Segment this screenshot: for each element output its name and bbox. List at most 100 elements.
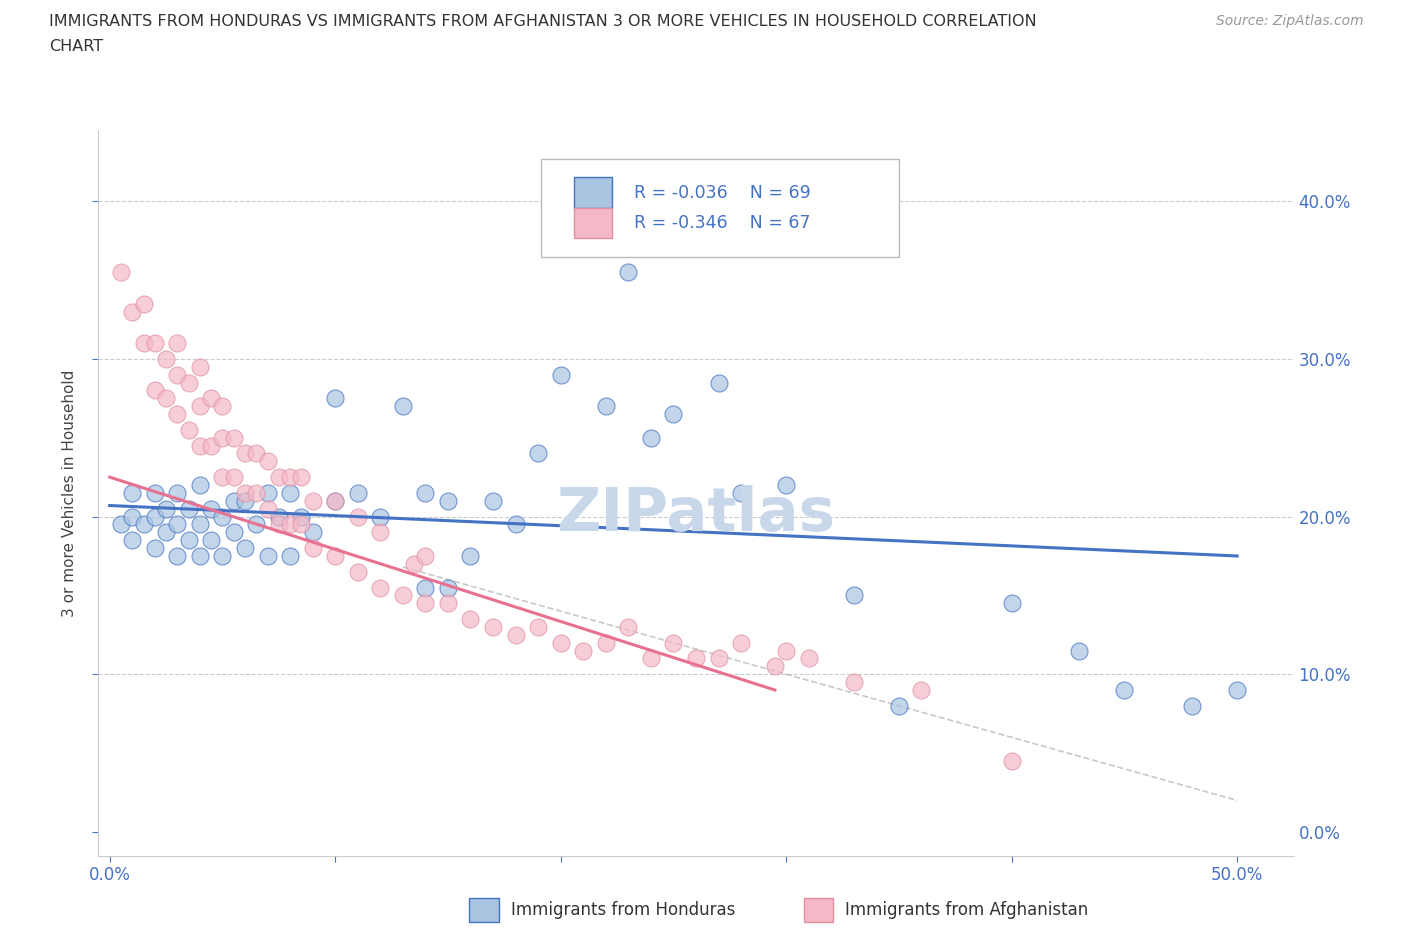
Point (155, 501, 177, 516)
Point (797, 651, 820, 666)
Point (245, 485, 267, 500)
Point (110, 265, 132, 280)
Point (1226, 683, 1249, 698)
Point (211, 549, 233, 564)
Point (482, 493, 505, 508)
Point (143, 383, 166, 398)
Point (323, 391, 346, 405)
Point (143, 540, 166, 555)
Point (121, 533, 143, 548)
Point (368, 509, 391, 524)
Point (505, 517, 527, 532)
Point (233, 540, 256, 555)
Point (685, 651, 707, 666)
Point (200, 391, 222, 405)
Point (437, 596, 460, 611)
Point (323, 493, 346, 508)
Point (707, 375, 730, 390)
Point (121, 485, 143, 500)
Point (346, 509, 368, 524)
Point (132, 297, 155, 312)
Point (177, 422, 200, 437)
Point (437, 493, 460, 508)
Point (256, 549, 278, 564)
Point (617, 619, 640, 634)
Point (211, 431, 233, 445)
Point (222, 431, 245, 445)
Point (368, 525, 391, 539)
Point (482, 619, 505, 634)
Point (233, 485, 256, 500)
Text: R = -0.036    N = 69: R = -0.036 N = 69 (634, 183, 811, 202)
Point (415, 580, 437, 595)
Point (256, 485, 278, 500)
Point (460, 612, 482, 627)
Point (177, 533, 200, 548)
Point (166, 406, 188, 421)
Point (640, 431, 662, 445)
Point (143, 336, 166, 351)
Point (595, 399, 617, 414)
Point (256, 501, 278, 516)
Point (222, 470, 245, 485)
Point (662, 635, 685, 650)
FancyBboxPatch shape (804, 898, 834, 922)
Point (392, 399, 415, 414)
Point (166, 485, 188, 500)
Point (346, 565, 368, 579)
Point (267, 517, 290, 532)
Point (267, 470, 290, 485)
Point (132, 517, 155, 532)
Point (200, 501, 222, 516)
Point (132, 336, 155, 351)
Point (177, 375, 200, 390)
Point (177, 501, 200, 516)
Point (392, 588, 415, 603)
Point (222, 525, 245, 539)
Point (505, 628, 527, 643)
Point (278, 470, 301, 485)
Text: IMMIGRANTS FROM HONDURAS VS IMMIGRANTS FROM AFGHANISTAN 3 OR MORE VEHICLES IN HO: IMMIGRANTS FROM HONDURAS VS IMMIGRANTS F… (49, 14, 1036, 29)
Point (404, 556, 426, 571)
Point (763, 659, 786, 674)
Point (188, 478, 211, 493)
Point (233, 446, 256, 461)
Point (437, 580, 460, 595)
FancyBboxPatch shape (540, 159, 900, 258)
Point (640, 651, 662, 666)
Point (290, 470, 312, 485)
Point (278, 517, 301, 532)
Point (323, 549, 346, 564)
Point (267, 509, 290, 524)
Text: Immigrants from Afghanistan: Immigrants from Afghanistan (845, 901, 1088, 919)
Point (200, 438, 222, 453)
Point (278, 485, 301, 500)
Point (662, 406, 685, 421)
Point (211, 470, 233, 485)
Text: R = -0.346    N = 67: R = -0.346 N = 67 (634, 214, 810, 232)
Point (550, 635, 572, 650)
Point (775, 478, 797, 493)
Point (188, 359, 211, 374)
Text: Source: ZipAtlas.com: Source: ZipAtlas.com (1216, 14, 1364, 28)
Point (323, 493, 346, 508)
Point (188, 399, 211, 414)
Text: ZIPatlas: ZIPatlas (557, 485, 835, 544)
Point (278, 549, 301, 564)
Point (166, 549, 188, 564)
Point (290, 509, 312, 524)
Point (233, 493, 256, 508)
Point (775, 644, 797, 658)
Point (301, 493, 323, 508)
Point (1001, 596, 1024, 611)
Point (595, 635, 617, 650)
Point (1001, 753, 1024, 768)
Point (572, 225, 595, 240)
Point (527, 446, 550, 461)
Point (1114, 683, 1136, 698)
Point (572, 644, 595, 658)
Point (842, 674, 865, 689)
Point (415, 596, 437, 611)
Point (245, 517, 267, 532)
Point (301, 525, 323, 539)
